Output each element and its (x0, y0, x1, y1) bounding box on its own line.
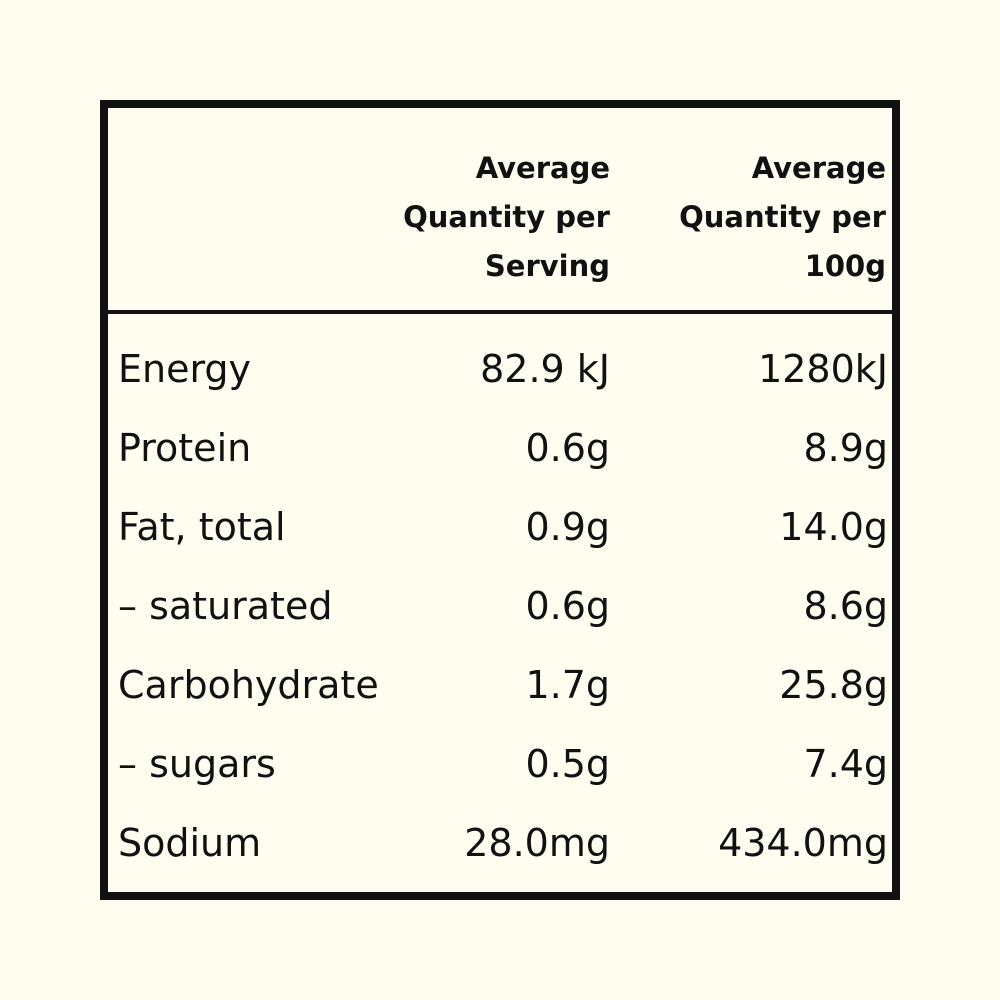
table-cell: 82.9 kJ (480, 347, 610, 391)
table-cell: – saturated (118, 584, 333, 628)
table-cell: – sugars (118, 742, 276, 786)
table-row: Sodium 28.0mg 434.0mg (108, 804, 892, 883)
table-cell: 28.0mg (464, 821, 610, 865)
table-cell: 14.0g (779, 505, 888, 549)
header-cell: Average Quantity per Serving (403, 151, 610, 283)
table-cell: Fat, total (118, 505, 286, 549)
table-cell: 0.6g (525, 426, 610, 470)
table-header: Average Quantity per Serving Average Qua… (108, 108, 892, 314)
table-cell: 1.7g (525, 663, 610, 707)
table-cell: 25.8g (779, 663, 888, 707)
table-cell: 8.6g (803, 584, 888, 628)
table-cell: 8.9g (803, 426, 888, 470)
table-cell: 0.5g (525, 742, 610, 786)
table-cell: 0.6g (525, 584, 610, 628)
table-row: Fat, total 0.9g 14.0g (108, 488, 892, 567)
table-row: Protein 0.6g 8.9g (108, 409, 892, 488)
table-row: Energy 82.9 kJ 1280kJ (108, 330, 892, 409)
table-cell: 7.4g (803, 742, 888, 786)
table-cell: 1280kJ (758, 347, 888, 391)
table-cell: Carbohydrate (118, 663, 379, 707)
table-cell: 0.9g (525, 505, 610, 549)
table-row: – sugars 0.5g 7.4g (108, 725, 892, 804)
table-cell: Sodium (118, 821, 262, 865)
table-row: Carbohydrate 1.7g 25.8g (108, 646, 892, 725)
table-cell: Energy (118, 347, 252, 391)
table-row: – saturated 0.6g 8.6g (108, 567, 892, 646)
table-cell: Protein (118, 426, 252, 470)
header-cell: Average Quantity per 100g (679, 151, 886, 283)
nutrition-table: Average Quantity per Serving Average Qua… (100, 100, 900, 900)
table-cell: 434.0mg (718, 821, 888, 865)
